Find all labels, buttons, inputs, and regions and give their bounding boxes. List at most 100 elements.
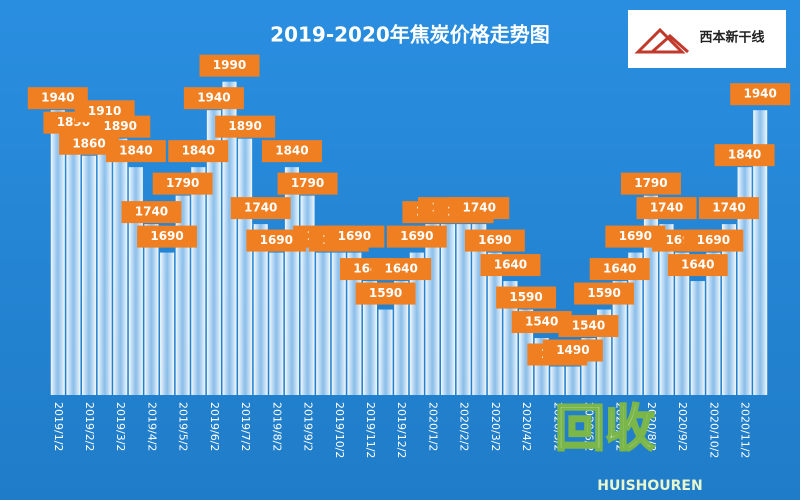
watermark: 回收: [555, 400, 655, 458]
value-label: 1990: [213, 58, 246, 72]
x-tick-label: 2020/6/2: [583, 402, 596, 451]
bars: [50, 81, 768, 396]
value-label: 1540: [525, 315, 558, 329]
value-label-box: [589, 258, 650, 281]
bar: [253, 224, 268, 395]
value-label-box: [558, 315, 619, 338]
bar: [565, 366, 580, 395]
value-label: 1540: [572, 319, 605, 333]
x-tick-label: 2020/4/2: [520, 402, 533, 451]
x-tick-label: 2020/3/2: [489, 402, 502, 451]
x-axis: 2019/1/2 2019/2/2 2019/3/2 2019/4/2 2019/5/2…: [52, 402, 752, 458]
bar: [128, 167, 143, 395]
value-label-box: [667, 254, 728, 277]
x-tick-label: 2019/3/2: [114, 402, 127, 451]
x-tick-label: 2020/2/2: [458, 402, 471, 451]
bar: [284, 167, 299, 395]
bar: [97, 127, 112, 396]
bar: [316, 252, 331, 395]
value-label-box: [480, 254, 541, 277]
bar: [675, 252, 690, 395]
value-label: 1690: [478, 233, 511, 247]
bar: [753, 110, 768, 395]
value-label-box: [90, 115, 151, 138]
value-label-box: [714, 144, 775, 167]
value-label-box: [152, 172, 213, 195]
value-label: 1640: [603, 262, 636, 276]
bar: [394, 281, 409, 395]
bar: [440, 224, 456, 395]
value-label-box: [496, 286, 557, 309]
value-label: 1690: [338, 229, 371, 243]
bar: [191, 167, 206, 395]
value-label-box: [574, 282, 635, 305]
bar: [643, 195, 658, 395]
value-label: 1840: [182, 144, 215, 158]
bar: [144, 224, 159, 395]
value-label: 1840: [119, 144, 152, 158]
bar: [300, 195, 315, 395]
value-label: 1790: [634, 176, 667, 190]
x-tick-label: 2019/11/2: [364, 402, 377, 458]
value-label-box: [27, 87, 88, 110]
logo-icon: [634, 27, 689, 54]
value-label-box: [730, 83, 791, 106]
labels: 1940189018601910189018401740169017901840…: [27, 54, 791, 366]
value-label: 1790: [166, 176, 199, 190]
value-label: 1890: [228, 119, 261, 133]
value-label-box: [386, 225, 447, 248]
value-label-box: [605, 225, 666, 248]
value-label-box: [511, 311, 572, 334]
value-label-box: [542, 339, 603, 362]
bar: [362, 281, 378, 395]
value-label: 1890: [104, 119, 137, 133]
value-label-box: [183, 87, 244, 110]
bar: [238, 138, 253, 396]
value-label-box: [215, 115, 276, 138]
value-label-box: [105, 140, 166, 163]
logo-box: [628, 10, 786, 68]
x-tick-label: 2020/10/2: [707, 402, 720, 458]
chart-title: 2019-2020年焦炭价格走势图: [270, 23, 550, 47]
value-label: 1840: [275, 144, 308, 158]
bar: [456, 224, 471, 395]
value-label: 1940: [41, 91, 74, 105]
value-label: 1490: [556, 343, 589, 357]
bar: [331, 252, 346, 395]
value-label-box: [277, 172, 338, 195]
value-label: 1590: [587, 286, 620, 300]
value-label: 1940: [743, 87, 776, 101]
value-label-box: [355, 282, 416, 305]
bar: [550, 366, 565, 395]
value-label-box: [464, 229, 525, 252]
x-tick-label: 2019/6/2: [208, 402, 221, 451]
value-label-box: [261, 140, 322, 163]
x-tick-label: 2019/10/2: [333, 402, 346, 458]
value-label-box: [324, 225, 385, 248]
bar: [378, 309, 393, 395]
value-label: 1590: [509, 290, 542, 304]
value-label-box: [137, 225, 198, 248]
bar: [503, 281, 518, 395]
value-label: 1910: [88, 104, 121, 118]
value-label: 1690: [150, 229, 183, 243]
value-label: 1740: [135, 205, 168, 219]
x-tick-label: 2020/5/2: [551, 402, 564, 451]
value-label: 1740: [650, 201, 683, 215]
x-tick-label: 2019/12/2: [395, 402, 408, 458]
value-label: 1690: [400, 229, 433, 243]
x-tick-label: 2019/8/2: [270, 402, 283, 451]
bar: [612, 281, 627, 395]
bar: [175, 195, 190, 395]
bar: [425, 224, 440, 395]
value-label: 1640: [384, 262, 417, 276]
value-label: 1790: [291, 176, 324, 190]
x-tick-label: 2020/8/2: [645, 402, 658, 451]
x-tick-label: 2019/4/2: [145, 402, 158, 451]
value-label-box: [121, 201, 182, 224]
value-label: 1740: [712, 201, 745, 215]
value-label-box: [449, 197, 510, 220]
value-label-box: [371, 258, 432, 281]
value-label: 1840: [728, 148, 761, 162]
value-label: 1740: [244, 201, 277, 215]
